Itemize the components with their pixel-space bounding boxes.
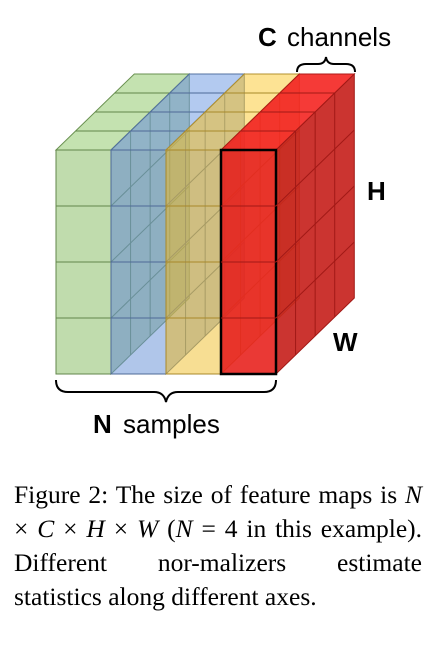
samples-letter-label: N	[93, 409, 112, 439]
caption-times-3: ×	[113, 514, 129, 543]
caption-figure-label: Figure 2:	[14, 480, 109, 509]
channels-word-label: channels	[287, 22, 391, 52]
channels-brace	[296, 56, 356, 73]
caption-math-h: H	[86, 514, 105, 543]
sample-cube-4	[219, 72, 356, 376]
caption-math-c: C	[37, 514, 55, 543]
figure-caption: Figure 2: The size of feature maps is N …	[14, 478, 422, 614]
samples-word-label: samples	[123, 409, 220, 439]
caption-math-n: N	[404, 480, 422, 509]
caption-times-1: ×	[14, 514, 29, 543]
caption-text-1: The size of feature maps is	[115, 480, 398, 509]
samples-brace	[55, 379, 277, 403]
caption-paren-open: (	[167, 514, 176, 543]
caption-math-n-2: N	[175, 514, 193, 543]
feature-map-cubes	[54, 72, 356, 376]
caption-math-w: W	[136, 514, 159, 543]
caption-four: 4	[224, 514, 238, 543]
channels-letter-label: C	[258, 22, 277, 52]
caption-text-3: Different nor-malizers estimate statisti…	[14, 548, 422, 611]
height-axis-label: H	[367, 176, 386, 206]
caption-times-2: ×	[63, 514, 78, 543]
caption-equals: =	[201, 514, 216, 543]
caption-text-2: in this example).	[246, 514, 423, 543]
width-axis-label: W	[333, 327, 358, 357]
feature-map-figure: C channels H W N samples	[54, 22, 391, 439]
